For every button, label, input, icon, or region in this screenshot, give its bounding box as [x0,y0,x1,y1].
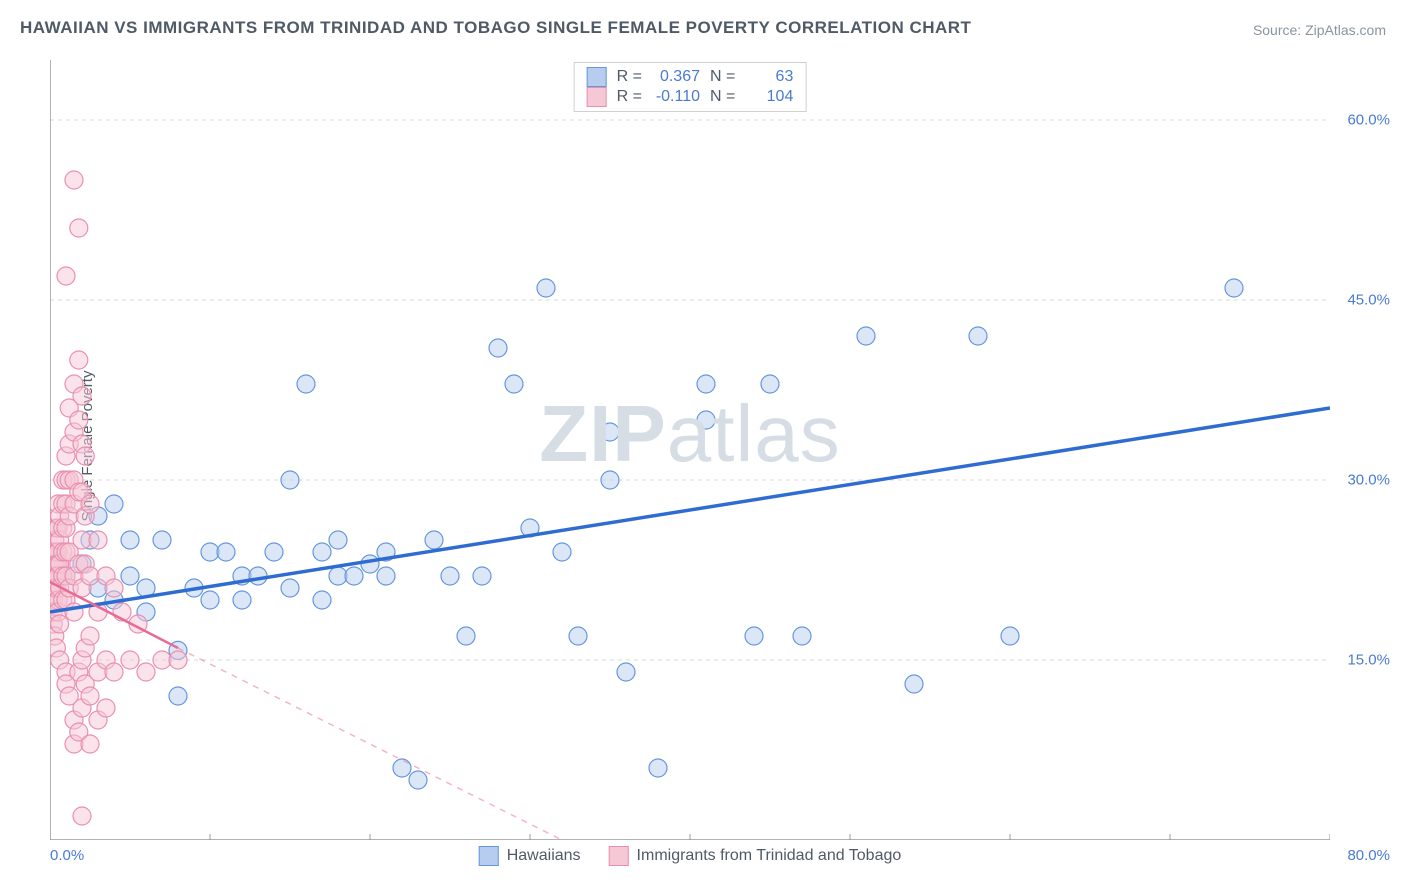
r-value-hawaiians: 0.367 [652,68,700,86]
legend-label-trinidad: Immigrants from Trinidad and Tobago [637,847,902,865]
correlation-legend: R = 0.367 N = 63 R = -0.110 N = 104 [574,62,807,112]
source-label: Source: ZipAtlas.com [1253,22,1386,38]
y-tick: 45.0% [1347,292,1390,309]
x-tick-max: 80.0% [1347,847,1390,864]
swatch-trinidad [587,87,607,107]
legend-label-hawaiians: Hawaiians [507,847,581,865]
series-legend: Hawaiians Immigrants from Trinidad and T… [479,846,902,866]
y-tick: 60.0% [1347,112,1390,129]
swatch-hawaiians-icon [479,846,499,866]
y-tick: 15.0% [1347,652,1390,669]
swatch-trinidad-icon [609,846,629,866]
x-tick-min: 0.0% [50,847,84,864]
plot-area: ZIPatlas R = 0.367 N = 63 R = -0.110 N =… [50,60,1330,840]
r-value-trinidad: -0.110 [652,88,700,106]
y-tick: 30.0% [1347,472,1390,489]
n-value-hawaiians: 63 [745,68,793,86]
chart-title: HAWAIIAN VS IMMIGRANTS FROM TRINIDAD AND… [20,18,971,38]
n-value-trinidad: 104 [745,88,793,106]
swatch-hawaiians [587,67,607,87]
scatter-chart [50,60,1330,840]
